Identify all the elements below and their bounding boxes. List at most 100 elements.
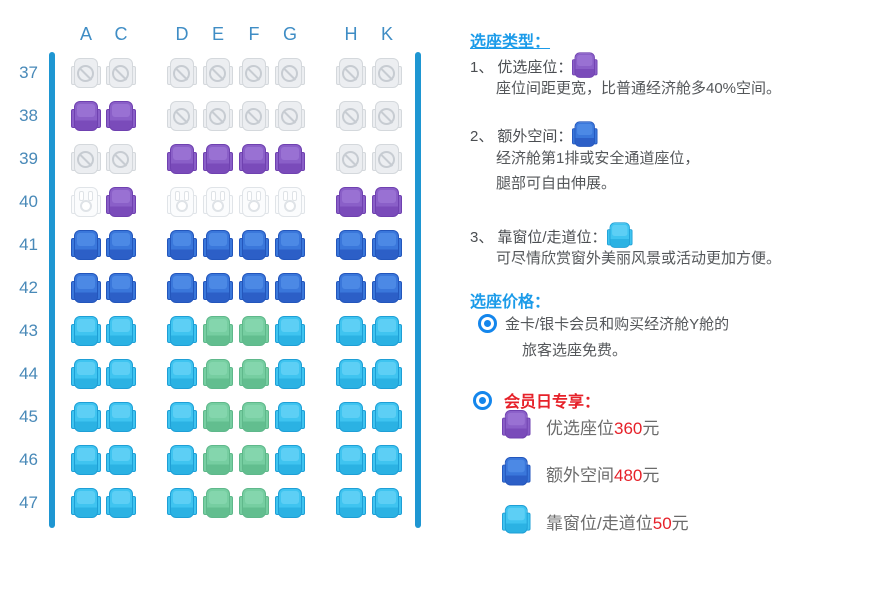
seat-46A[interactable] (71, 445, 101, 477)
seat-46C[interactable] (106, 445, 136, 477)
seat-44H[interactable] (336, 359, 366, 391)
seat-39E[interactable] (203, 144, 233, 176)
column-letter-K: K (380, 24, 393, 44)
seat-41H[interactable] (336, 230, 366, 262)
legend-item-number: 1、 (470, 58, 494, 76)
seat-42C[interactable] (106, 273, 136, 305)
seat-42H[interactable] (336, 273, 366, 305)
seat-45K[interactable] (372, 402, 402, 434)
seat-47K[interactable] (372, 488, 402, 520)
seat-47D[interactable] (167, 488, 197, 520)
seat-47F[interactable] (239, 488, 269, 520)
seat-45D[interactable] (167, 402, 197, 434)
seat-43K[interactable] (372, 316, 402, 348)
seat-44E[interactable] (203, 359, 233, 391)
seat-45F[interactable] (239, 402, 269, 434)
seat-38F (239, 101, 269, 133)
seat-44D[interactable] (167, 359, 197, 391)
seat-44K[interactable] (372, 359, 402, 391)
seat-39G[interactable] (275, 144, 305, 176)
extra-space-seat-icon (572, 121, 598, 148)
seat-44G[interactable] (275, 359, 305, 391)
column-letter-H: H (344, 24, 358, 44)
seat-43E[interactable] (203, 316, 233, 348)
seat-42D[interactable] (167, 273, 197, 305)
seat-39D[interactable] (167, 144, 197, 176)
legend-window-aisle-desc: 可尽情欣赏窗外美丽风景或活动更加方便。 (496, 250, 782, 267)
seat-47C[interactable] (106, 488, 136, 520)
seat-37G (275, 58, 305, 90)
seat-43G[interactable] (275, 316, 305, 348)
seat-40K[interactable] (372, 187, 402, 219)
member-day-extra-space-price: 额外空间480元 (502, 456, 659, 490)
extra-space-seat-icon (502, 457, 531, 487)
seat-37K (372, 58, 402, 90)
seat-45C[interactable] (106, 402, 136, 434)
legend-item-extra-space: 2、 额外空间： (470, 119, 602, 151)
seat-43C[interactable] (106, 316, 136, 348)
row-number-41: 41 (19, 235, 38, 254)
seat-42G[interactable] (275, 273, 305, 305)
seat-39C (106, 144, 136, 176)
legend-item-window-aisle: 3、 靠窗位/走道位： (470, 220, 637, 252)
seat-46F[interactable] (239, 445, 269, 477)
seat-46H[interactable] (336, 445, 366, 477)
legend-extra-space-desc-line1: 经济舱第1排或安全通道座位， (496, 150, 700, 167)
seat-type-heading: 选座类型： (470, 34, 551, 51)
column-letter-G: G (282, 24, 297, 44)
seat-45A[interactable] (71, 402, 101, 434)
seat-44F[interactable] (239, 359, 269, 391)
seat-47A[interactable] (71, 488, 101, 520)
seat-42E[interactable] (203, 273, 233, 305)
seat-42A[interactable] (71, 273, 101, 305)
seat-47E[interactable] (203, 488, 233, 520)
seat-47G[interactable] (275, 488, 305, 520)
price-value: 480 (614, 465, 643, 485)
column-letter-E: E (211, 24, 224, 44)
seat-43A[interactable] (71, 316, 101, 348)
window-aisle-seat-icon (606, 222, 633, 249)
seat-47H[interactable] (336, 488, 366, 520)
seat-46G[interactable] (275, 445, 305, 477)
seat-44A[interactable] (71, 359, 101, 391)
seat-46K[interactable] (372, 445, 402, 477)
seat-41E[interactable] (203, 230, 233, 262)
member-day-premium-price: 优选座位360元 (502, 409, 659, 443)
free-seat-note-line1: 金卡/银卡会员和购买经济舱Y舱的 (505, 316, 730, 333)
free-seat-note: 金卡/银卡会员和购买经济舱Y舱的 (478, 313, 729, 334)
row-number-43: 43 (19, 321, 38, 340)
premium-seat-icon (572, 52, 598, 79)
seat-41A[interactable] (71, 230, 101, 262)
seat-40D (167, 187, 197, 219)
seat-41C[interactable] (106, 230, 136, 262)
seat-40H[interactable] (336, 187, 366, 219)
seat-46E[interactable] (203, 445, 233, 477)
seat-43H[interactable] (336, 316, 366, 348)
seat-38A[interactable] (71, 101, 101, 133)
seat-40C[interactable] (106, 187, 136, 219)
legend-item-label: 额外空间： (497, 127, 573, 145)
column-letter-F: F (248, 24, 260, 44)
seat-45H[interactable] (336, 402, 366, 434)
seat-41D[interactable] (167, 230, 197, 262)
price-unit: 元 (642, 465, 660, 485)
price-value: 50 (652, 513, 672, 533)
seat-price-heading: 选座价格： (470, 294, 551, 311)
seat-43D[interactable] (167, 316, 197, 348)
member-day-header: 会员日专享： (473, 388, 600, 412)
row-number-38: 38 (19, 106, 38, 125)
seat-46D[interactable] (167, 445, 197, 477)
seat-41K[interactable] (372, 230, 402, 262)
price-unit: 元 (642, 418, 660, 438)
bullet-target-icon (473, 390, 492, 410)
seat-45G[interactable] (275, 402, 305, 434)
seat-38C[interactable] (106, 101, 136, 133)
seat-41F[interactable] (239, 230, 269, 262)
seat-42F[interactable] (239, 273, 269, 305)
seat-42K[interactable] (372, 273, 402, 305)
seat-43F[interactable] (239, 316, 269, 348)
seat-44C[interactable] (106, 359, 136, 391)
seat-39F[interactable] (239, 144, 269, 176)
seat-41G[interactable] (275, 230, 305, 262)
seat-45E[interactable] (203, 402, 233, 434)
